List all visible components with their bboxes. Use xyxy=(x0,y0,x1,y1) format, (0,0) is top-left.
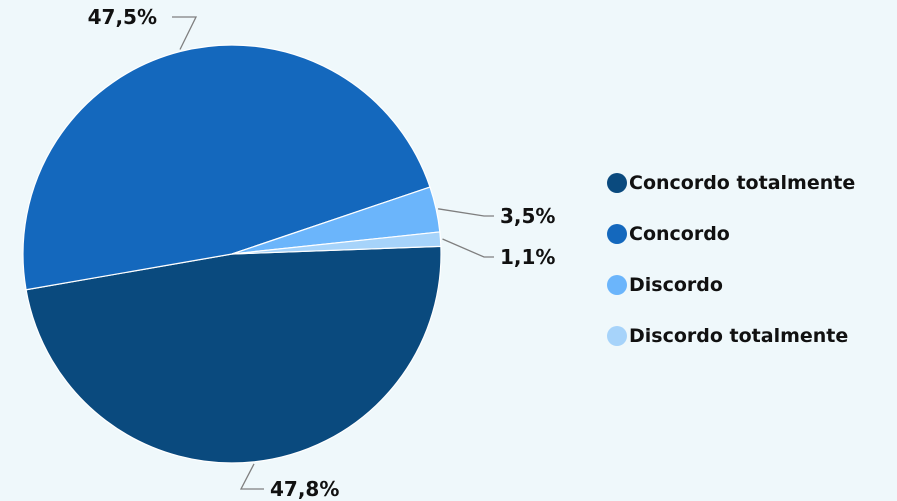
pie-slice-concordo[interactable] xyxy=(22,44,431,291)
legend-marker xyxy=(607,275,627,295)
legend-marker xyxy=(607,173,627,193)
leader-line-discordo xyxy=(437,208,494,217)
pie-slice-concordo-totalmente[interactable] xyxy=(25,245,442,464)
leader-lines xyxy=(172,16,494,490)
data-labels: 47,8% 47,5% 3,5% 1,1% xyxy=(88,5,556,501)
legend-item-discordo-totalmente[interactable]: Discordo totalmente xyxy=(607,316,855,356)
legend-marker xyxy=(607,224,627,244)
leader-line-concordo xyxy=(172,16,198,50)
legend-label: Concordo totalmente xyxy=(629,172,856,194)
legend-label: Concordo xyxy=(629,223,730,245)
legend-item-discordo[interactable]: Discordo xyxy=(607,265,855,305)
legend-label: Discordo xyxy=(629,274,723,296)
legend: Concordo totalmente Concordo Discordo Di… xyxy=(607,163,855,367)
leader-line-concordo-totalmente xyxy=(239,463,264,490)
data-label-concordo-totalmente: 47,8% xyxy=(270,477,339,501)
leader-line-discordo-totalmente xyxy=(442,238,494,258)
data-label-discordo: 3,5% xyxy=(500,204,555,228)
pie-slices xyxy=(22,44,442,464)
legend-item-concordo-totalmente[interactable]: Concordo totalmente xyxy=(607,163,855,203)
legend-marker xyxy=(607,326,627,346)
pie-slice-discordo-totalmente[interactable] xyxy=(231,231,442,255)
legend-label: Discordo totalmente xyxy=(629,325,849,347)
data-label-concordo: 47,5% xyxy=(88,5,157,29)
data-label-discordo-totalmente: 1,1% xyxy=(500,245,555,269)
legend-item-concordo[interactable]: Concordo xyxy=(607,214,855,254)
